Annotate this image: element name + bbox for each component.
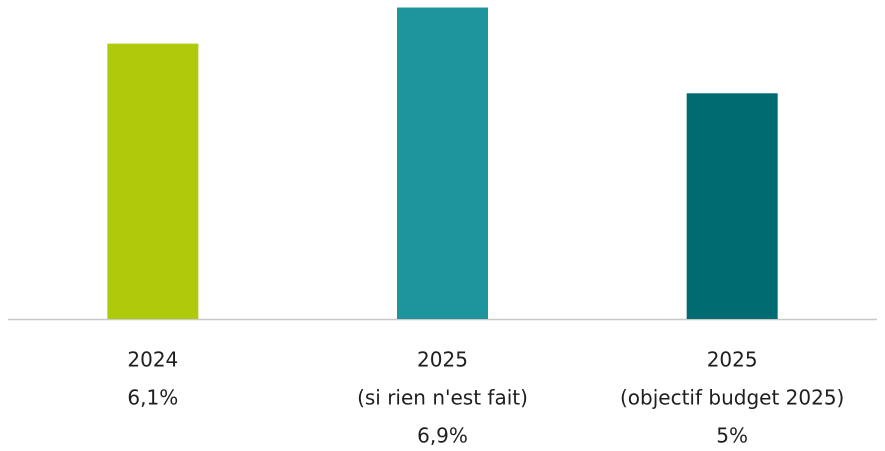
x-tick-label: (si rien n'est fait) [357,386,528,410]
bar [397,7,488,320]
x-tick-label: 2024 [127,348,178,372]
x-tick-label: (objectif budget 2025) [620,386,844,410]
bar [107,43,199,319]
value-label: 6,1% [127,386,178,410]
x-tick-label: 2025 [417,348,468,372]
bar [686,93,778,320]
x-tick-label: 2025 [707,348,758,372]
value-label: 5% [716,424,748,448]
value-label: 6,9% [417,424,468,448]
